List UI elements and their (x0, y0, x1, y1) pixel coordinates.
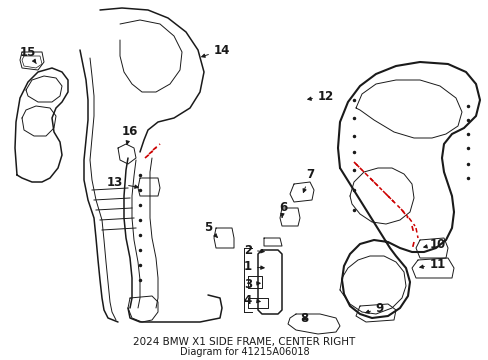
Text: 11: 11 (419, 257, 445, 270)
Text: 10: 10 (423, 238, 445, 251)
Text: 12: 12 (307, 90, 333, 103)
Text: 16: 16 (122, 126, 138, 144)
Text: 5: 5 (203, 221, 217, 237)
Text: 2: 2 (244, 243, 264, 256)
Text: 8: 8 (299, 311, 307, 324)
Text: 14: 14 (201, 44, 230, 57)
Text: 15: 15 (20, 45, 36, 64)
Text: 1: 1 (244, 261, 264, 274)
Text: 13: 13 (107, 176, 138, 189)
Text: 4: 4 (244, 293, 260, 306)
Text: 7: 7 (303, 168, 313, 192)
Text: 6: 6 (278, 202, 286, 217)
Text: 2024 BMW X1 SIDE FRAME, CENTER RIGHT: 2024 BMW X1 SIDE FRAME, CENTER RIGHT (133, 337, 355, 347)
Text: 3: 3 (244, 278, 260, 291)
Text: Diagram for 41215A06018: Diagram for 41215A06018 (179, 347, 309, 357)
Text: 9: 9 (365, 301, 384, 315)
